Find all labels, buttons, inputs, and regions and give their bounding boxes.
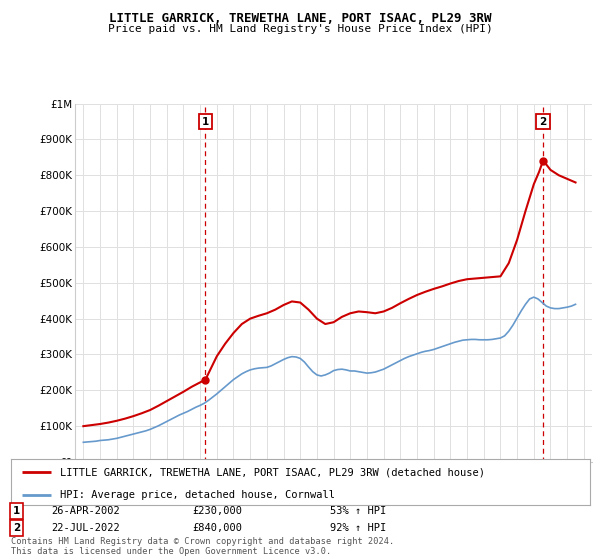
Text: Contains HM Land Registry data © Crown copyright and database right 2024.: Contains HM Land Registry data © Crown c… [11,537,394,546]
Text: This data is licensed under the Open Government Licence v3.0.: This data is licensed under the Open Gov… [11,547,331,556]
Text: 1: 1 [202,116,209,127]
Text: 26-APR-2002: 26-APR-2002 [51,506,120,516]
Text: LITTLE GARRICK, TREWETHA LANE, PORT ISAAC, PL29 3RW: LITTLE GARRICK, TREWETHA LANE, PORT ISAA… [109,12,491,25]
Text: £230,000: £230,000 [192,506,242,516]
Text: 22-JUL-2022: 22-JUL-2022 [51,523,120,533]
Text: £840,000: £840,000 [192,523,242,533]
Text: HPI: Average price, detached house, Cornwall: HPI: Average price, detached house, Corn… [60,490,335,500]
Text: 92% ↑ HPI: 92% ↑ HPI [330,523,386,533]
Text: 1: 1 [13,506,20,516]
Text: Price paid vs. HM Land Registry's House Price Index (HPI): Price paid vs. HM Land Registry's House … [107,24,493,34]
Text: 2: 2 [13,523,20,533]
Text: 2: 2 [539,116,547,127]
Text: LITTLE GARRICK, TREWETHA LANE, PORT ISAAC, PL29 3RW (detached house): LITTLE GARRICK, TREWETHA LANE, PORT ISAA… [60,467,485,477]
Text: 53% ↑ HPI: 53% ↑ HPI [330,506,386,516]
